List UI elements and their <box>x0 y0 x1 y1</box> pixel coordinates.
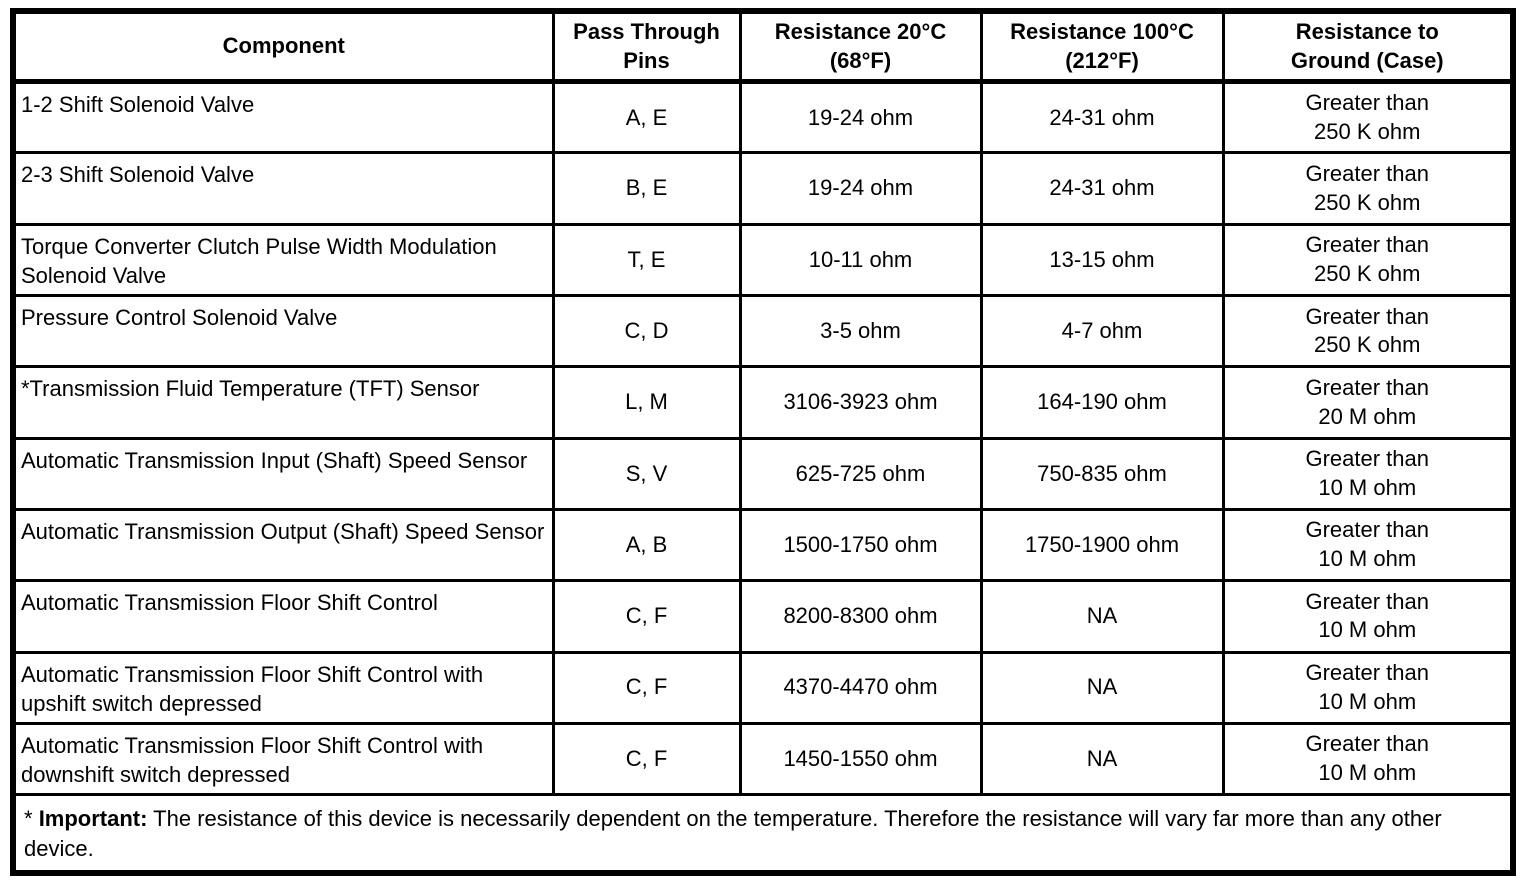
table-row: Automatic Transmission Input (Shaft) Spe… <box>11 436 1515 511</box>
cell-resistance-ground: Greater than 250 K ohm <box>1221 222 1515 298</box>
cell-resistance-100c: NA <box>979 579 1225 654</box>
cell-resistance-ground: Greater than 10 M ohm <box>1221 650 1515 725</box>
cell-resistance-20c: 625-725 ohm <box>738 436 983 511</box>
cell-pins: C, F <box>551 721 742 797</box>
cell-resistance-20c: 8200-8300 ohm <box>738 579 983 654</box>
table-row: Automatic Transmission Output (Shaft) Sp… <box>11 507 1515 583</box>
cell-resistance-100c: 1750-1900 ohm <box>979 507 1225 583</box>
footnote-row: * Important: The resistance of this devi… <box>11 793 1515 875</box>
cell-resistance-100c: 164-190 ohm <box>979 365 1225 440</box>
cell-resistance-ground: Greater than 10 M ohm <box>1221 579 1515 654</box>
table-row: *Transmission Fluid Temperature (TFT) Se… <box>11 365 1515 440</box>
cell-pins: C, D <box>551 294 742 369</box>
column-header-component: Component <box>11 9 555 85</box>
column-header-resistance-20c: Resistance 20°C (68°F) <box>738 9 983 85</box>
cell-component: *Transmission Fluid Temperature (TFT) Se… <box>11 365 555 440</box>
cell-resistance-20c: 19-24 ohm <box>738 80 983 155</box>
cell-resistance-20c: 1450-1550 ohm <box>738 721 983 797</box>
cell-pins: C, F <box>551 579 742 654</box>
header-row: Component Pass Through Pins Resistance 2… <box>11 9 1515 85</box>
cell-resistance-20c: 4370-4470 ohm <box>738 650 983 725</box>
cell-resistance-20c: 1500-1750 ohm <box>738 507 983 583</box>
cell-component: Automatic Transmission Floor Shift Contr… <box>11 650 555 725</box>
table-row: Automatic Transmission Floor Shift Contr… <box>11 579 1515 654</box>
cell-resistance-ground: Greater than 10 M ohm <box>1221 436 1515 511</box>
cell-resistance-ground: Greater than 20 M ohm <box>1221 365 1515 440</box>
footnote-label: Important: <box>38 806 148 832</box>
cell-resistance-100c: 750-835 ohm <box>979 436 1225 511</box>
cell-resistance-100c: 4-7 ohm <box>979 294 1225 369</box>
cell-pins: B, E <box>551 151 742 226</box>
cell-component: Automatic Transmission Floor Shift Contr… <box>11 721 555 797</box>
table-row: Automatic Transmission Floor Shift Contr… <box>11 721 1515 797</box>
cell-resistance-ground: Greater than 10 M ohm <box>1221 507 1515 583</box>
cell-pins: S, V <box>551 436 742 511</box>
cell-component: 2-3 Shift Solenoid Valve <box>11 151 555 226</box>
cell-resistance-100c: NA <box>979 721 1225 797</box>
column-header-pass-through-pins: Pass Through Pins <box>551 9 742 85</box>
table-row: 1-2 Shift Solenoid Valve A, E 19-24 ohm … <box>11 80 1515 155</box>
cell-component: Pressure Control Solenoid Valve <box>11 294 555 369</box>
table-row: Torque Converter Clutch Pulse Width Modu… <box>11 222 1515 298</box>
cell-resistance-ground: Greater than 250 K ohm <box>1221 80 1515 155</box>
cell-resistance-20c: 19-24 ohm <box>738 151 983 226</box>
table-row: Pressure Control Solenoid Valve C, D 3-5… <box>11 294 1515 369</box>
cell-resistance-100c: 13-15 ohm <box>979 222 1225 298</box>
column-header-resistance-to-ground: Resistance to Ground (Case) <box>1221 9 1515 85</box>
footnote-text: The resistance of this device is necessa… <box>24 806 1442 861</box>
cell-resistance-100c: 24-31 ohm <box>979 80 1225 155</box>
cell-resistance-20c: 3106-3923 ohm <box>738 365 983 440</box>
cell-resistance-100c: NA <box>979 650 1225 725</box>
cell-resistance-20c: 10-11 ohm <box>738 222 983 298</box>
cell-resistance-ground: Greater than 250 K ohm <box>1221 294 1515 369</box>
cell-pins: L, M <box>551 365 742 440</box>
table-row: Automatic Transmission Floor Shift Contr… <box>11 650 1515 725</box>
cell-component: 1-2 Shift Solenoid Valve <box>11 80 555 155</box>
cell-component: Automatic Transmission Output (Shaft) Sp… <box>11 507 555 583</box>
cell-component: Automatic Transmission Input (Shaft) Spe… <box>11 436 555 511</box>
cell-resistance-20c: 3-5 ohm <box>738 294 983 369</box>
footnote-asterisk: * <box>24 806 39 832</box>
cell-pins: A, E <box>551 80 742 155</box>
cell-resistance-ground: Greater than 10 M ohm <box>1221 721 1515 797</box>
footnote-cell: * Important: The resistance of this devi… <box>11 793 1515 875</box>
cell-pins: A, B <box>551 507 742 583</box>
cell-component: Automatic Transmission Floor Shift Contr… <box>11 579 555 654</box>
cell-resistance-100c: 24-31 ohm <box>979 151 1225 226</box>
cell-resistance-ground: Greater than 250 K ohm <box>1221 151 1515 226</box>
table-row: 2-3 Shift Solenoid Valve B, E 19-24 ohm … <box>11 151 1515 226</box>
column-header-resistance-100c: Resistance 100°C (212°F) <box>979 9 1225 85</box>
resistance-spec-table: Component Pass Through Pins Resistance 2… <box>10 8 1516 876</box>
cell-pins: C, F <box>551 650 742 725</box>
cell-pins: T, E <box>551 222 742 298</box>
cell-component: Torque Converter Clutch Pulse Width Modu… <box>11 222 555 298</box>
